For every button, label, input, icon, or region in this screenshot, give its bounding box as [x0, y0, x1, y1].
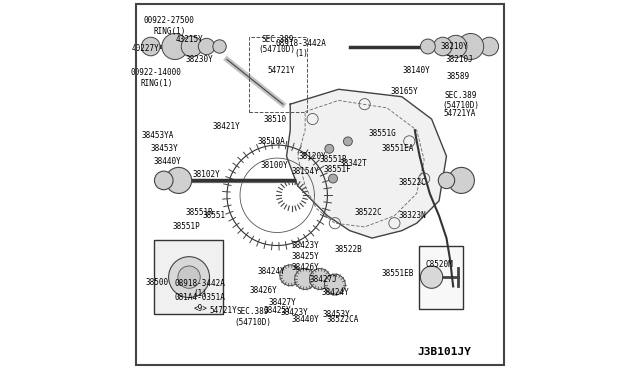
- Text: 54721Y: 54721Y: [209, 306, 237, 315]
- Circle shape: [328, 174, 337, 183]
- Text: 08918-3442A
(1): 08918-3442A (1): [276, 39, 327, 58]
- Text: 38427J: 38427J: [310, 275, 337, 283]
- Text: SEC.389
(54710D): SEC.389 (54710D): [442, 91, 479, 110]
- Text: 38551: 38551: [202, 211, 225, 220]
- Bar: [154, 240, 223, 314]
- Text: SEC.389
(54710D): SEC.389 (54710D): [234, 307, 271, 327]
- Text: 38440Y: 38440Y: [291, 315, 319, 324]
- Text: 38522C: 38522C: [398, 178, 426, 187]
- Circle shape: [445, 35, 467, 58]
- Circle shape: [213, 40, 227, 53]
- Circle shape: [141, 37, 160, 56]
- Circle shape: [168, 257, 209, 298]
- Text: 00922-27500
RING(1): 00922-27500 RING(1): [144, 16, 195, 36]
- Text: 38510A: 38510A: [258, 137, 285, 146]
- Bar: [419, 246, 463, 309]
- Circle shape: [178, 266, 200, 288]
- Text: 38342T: 38342T: [340, 159, 367, 168]
- Text: 38522C: 38522C: [355, 208, 382, 217]
- Circle shape: [433, 37, 452, 56]
- Text: 38424Y: 38424Y: [257, 267, 285, 276]
- Polygon shape: [287, 89, 447, 238]
- Text: 38120Y: 38120Y: [299, 152, 326, 161]
- Circle shape: [480, 37, 499, 56]
- Circle shape: [325, 144, 334, 153]
- Text: 38421Y: 38421Y: [212, 122, 240, 131]
- Text: 38210Y: 38210Y: [440, 42, 468, 51]
- Text: 38510: 38510: [263, 115, 286, 124]
- Circle shape: [162, 33, 188, 60]
- Circle shape: [294, 269, 316, 289]
- Text: 38551EB: 38551EB: [382, 269, 414, 278]
- Text: 38423Y: 38423Y: [292, 241, 320, 250]
- Text: 38551P: 38551P: [172, 222, 200, 231]
- Bar: [250, 37, 307, 112]
- Text: 38426Y: 38426Y: [292, 263, 320, 272]
- Text: 081A4-0351A
<9>: 081A4-0351A <9>: [175, 294, 226, 313]
- Text: 38551R: 38551R: [319, 155, 347, 164]
- Text: 38154Y: 38154Y: [292, 167, 320, 176]
- Circle shape: [310, 269, 330, 289]
- Text: 38427Y: 38427Y: [269, 298, 297, 307]
- Text: 38426Y: 38426Y: [250, 286, 277, 295]
- Text: 38100Y: 38100Y: [260, 161, 289, 170]
- Text: 38551F: 38551F: [324, 165, 352, 174]
- Circle shape: [280, 265, 301, 286]
- Text: 38500: 38500: [146, 278, 169, 287]
- Text: 54721YA: 54721YA: [444, 109, 476, 118]
- Text: J3B101JY: J3B101JY: [418, 347, 472, 356]
- Text: 38522CA: 38522CA: [326, 315, 358, 324]
- Text: 38425Y: 38425Y: [263, 306, 291, 315]
- Circle shape: [154, 171, 173, 190]
- Circle shape: [198, 38, 215, 55]
- Text: 38140Y: 38140Y: [403, 66, 431, 75]
- Circle shape: [458, 33, 484, 60]
- Circle shape: [420, 39, 435, 54]
- Text: 38453Y: 38453Y: [150, 144, 179, 153]
- Circle shape: [438, 172, 454, 189]
- Circle shape: [181, 36, 202, 57]
- Text: 38522B: 38522B: [334, 245, 362, 254]
- Text: 38551G: 38551G: [369, 129, 396, 138]
- Text: 38165Y: 38165Y: [391, 87, 419, 96]
- Circle shape: [166, 167, 191, 193]
- Text: C8520M: C8520M: [425, 260, 453, 269]
- Text: 38425Y: 38425Y: [292, 252, 320, 261]
- Text: SEC.389
(54710D): SEC.389 (54710D): [259, 35, 296, 54]
- Text: 54721Y: 54721Y: [267, 66, 295, 75]
- Text: 38210J: 38210J: [445, 55, 474, 64]
- Text: 38453YA: 38453YA: [141, 131, 173, 140]
- Circle shape: [420, 266, 443, 288]
- Text: 38230Y: 38230Y: [185, 55, 213, 64]
- Text: 38440Y: 38440Y: [154, 157, 181, 166]
- Text: 00922-14000
RING(1): 00922-14000 RING(1): [131, 68, 182, 88]
- Text: 38551R: 38551R: [185, 208, 213, 217]
- Circle shape: [344, 137, 353, 146]
- Text: 43215Y: 43215Y: [175, 35, 203, 44]
- Text: 38551EA: 38551EA: [382, 144, 414, 153]
- Text: 38423Y: 38423Y: [280, 308, 308, 317]
- Text: 40227Y: 40227Y: [131, 44, 159, 53]
- Text: 38102Y: 38102Y: [193, 170, 220, 179]
- Circle shape: [324, 274, 346, 295]
- Text: 38424Y: 38424Y: [321, 288, 349, 296]
- Text: 38323N: 38323N: [398, 211, 426, 220]
- Text: 08918-3442A
(1): 08918-3442A (1): [175, 279, 226, 298]
- Text: 38453Y: 38453Y: [323, 310, 351, 319]
- Circle shape: [449, 167, 474, 193]
- Text: 38589: 38589: [446, 72, 469, 81]
